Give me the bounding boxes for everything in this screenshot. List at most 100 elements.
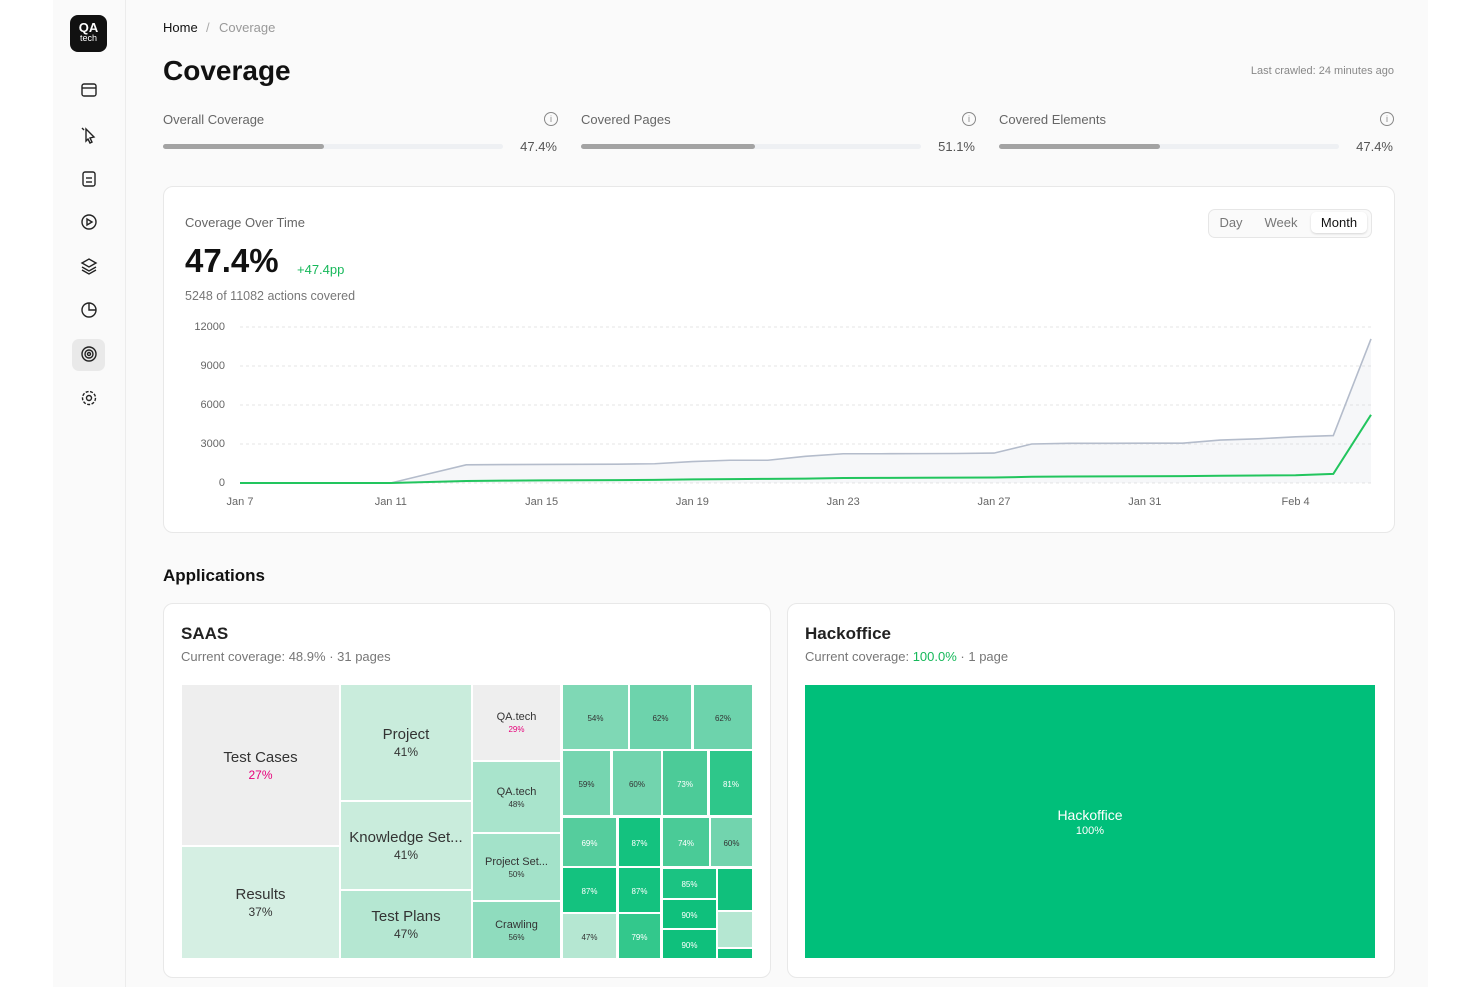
treemap-cell[interactable]: 74% <box>663 818 709 866</box>
cell-coverage: 85% <box>681 880 698 889</box>
cell-coverage: 81% <box>722 779 739 789</box>
treemap-cell[interactable]: Knowledge Set... 41% <box>341 802 471 889</box>
page-count: · 31 pages <box>329 649 391 664</box>
x-tick-label: Jan 15 <box>525 496 558 508</box>
cell-name: Results <box>235 886 286 903</box>
treemap-cell[interactable]: 69% <box>563 818 616 866</box>
treemap-cell[interactable]: Test Cases 27% <box>182 685 339 845</box>
headline: 47.4% <box>185 242 279 279</box>
cell-coverage: 29% <box>508 725 525 734</box>
cell-coverage: 90% <box>681 910 698 920</box>
cell-coverage: 37% <box>248 905 273 919</box>
nav-target[interactable] <box>81 346 97 362</box>
cell-name: Hackoffice <box>1057 806 1123 823</box>
cell-coverage: 73% <box>676 779 693 789</box>
cell-coverage: 100% <box>1075 824 1105 837</box>
coverage-value: 100.0% <box>912 649 957 664</box>
cell-coverage: 54% <box>587 713 604 723</box>
treemap-cell[interactable]: 90% <box>663 900 716 928</box>
cell-coverage: 47% <box>581 932 598 942</box>
treemap-cell[interactable]: 73% <box>663 751 707 815</box>
cell-name: QA.tech <box>496 711 537 723</box>
cell-coverage: 60% <box>723 838 740 848</box>
cell-coverage: 90% <box>681 940 698 950</box>
x-tick-label: Jan 27 <box>977 496 1010 508</box>
x-tick-label: Jan 31 <box>1128 496 1161 508</box>
coverage-value: 48.9% <box>288 649 326 664</box>
cell-coverage: 41% <box>393 848 419 862</box>
cell-coverage: 48% <box>508 799 525 809</box>
metric-value: 47.4% <box>1356 139 1393 154</box>
chart-subtitle: 5248 of 11082 actions covered <box>185 289 356 303</box>
nav-layers[interactable] <box>80 258 98 275</box>
change: +47.4pp <box>297 262 345 277</box>
treemap-cell[interactable]: 47% <box>563 914 616 958</box>
cell-coverage: 47% <box>393 927 419 941</box>
nav-play[interactable] <box>81 214 97 230</box>
treemap-cell[interactable]: 85% <box>663 869 716 898</box>
y-tick-label: 3000 <box>201 438 225 450</box>
line <box>240 414 1372 484</box>
cell-name: Project <box>382 726 430 743</box>
y-tick-label: 6000 <box>201 399 225 411</box>
cell-name: Project Set... <box>485 855 548 868</box>
treemap-cell[interactable]: 62% <box>630 685 691 749</box>
cell-coverage: 50% <box>508 869 525 879</box>
cell-coverage: 60% <box>628 779 645 789</box>
cell-name: Test Plans <box>371 908 441 925</box>
info-icon[interactable]: i <box>544 112 558 126</box>
treemap-cell[interactable]: 87% <box>619 868 660 912</box>
treemap-cell[interactable]: 79% <box>619 914 660 958</box>
treemap-cell[interactable]: 54% <box>563 685 628 749</box>
nav-settings[interactable] <box>81 390 97 406</box>
cell-coverage: 87% <box>631 838 648 848</box>
treemap-cell[interactable]: Hackoffice 100% <box>805 685 1375 958</box>
nav-browser[interactable] <box>81 83 97 97</box>
nav-clipboard[interactable] <box>82 171 96 187</box>
treemap-cell[interactable] <box>718 949 752 958</box>
info-icon[interactable]: i <box>1380 112 1394 126</box>
treemap-cell[interactable]: QA.tech 29% <box>473 685 560 760</box>
logo-subtext: tech <box>79 33 97 43</box>
app-name: Hackoffice <box>805 624 891 643</box>
treemap-cell[interactable]: Test Plans 47% <box>341 891 471 958</box>
nav-click[interactable] <box>81 127 96 144</box>
nav-pie[interactable] <box>81 302 97 318</box>
treemap-cell[interactable] <box>718 869 752 910</box>
treemap-cell[interactable]: Project 41% <box>341 685 471 800</box>
range-option[interactable]: Month <box>1311 212 1367 233</box>
treemap-cell[interactable]: 90% <box>663 930 716 958</box>
progress-track <box>999 144 1339 149</box>
y-tick-label: 0 <box>219 477 225 489</box>
area <box>240 338 1371 483</box>
treemap-cell[interactable]: 62% <box>694 685 752 749</box>
treemap-cell[interactable]: Results 37% <box>182 847 339 958</box>
treemap-cell[interactable]: Project Set... 50% <box>473 834 560 900</box>
cell-name: Crawling <box>495 918 538 931</box>
range-option[interactable]: Day <box>1219 215 1243 230</box>
metric-label: Covered Elements <box>999 112 1106 127</box>
logo[interactable]: QA tech <box>70 15 107 52</box>
x-tick-label: Jan 7 <box>227 496 254 508</box>
treemap-cell[interactable]: QA.tech 48% <box>473 762 560 832</box>
treemap-cell[interactable]: 87% <box>619 818 660 866</box>
breadcrumb-current: Coverage <box>219 20 276 35</box>
breadcrumb-separator: / <box>206 20 210 35</box>
range-option[interactable]: Week <box>1264 215 1298 230</box>
cell-coverage: 62% <box>714 713 731 723</box>
treemap-cell[interactable]: 59% <box>563 751 610 815</box>
treemap-cell[interactable] <box>718 912 752 947</box>
progress-fill <box>581 144 755 149</box>
metric-label: Covered Pages <box>581 112 671 127</box>
treemap-cell[interactable]: 60% <box>711 818 752 866</box>
y-tick-label: 9000 <box>201 360 225 372</box>
app-coverage: Current coverage: 100.0% · 1 page <box>805 649 1008 664</box>
treemap-cell[interactable]: 87% <box>563 868 616 912</box>
info-icon[interactable]: i <box>962 112 976 126</box>
treemap-cell[interactable]: 60% <box>613 751 661 815</box>
treemap-cell[interactable]: 81% <box>710 751 752 815</box>
breadcrumb-home[interactable]: Home <box>163 20 198 35</box>
cell-name: Test Cases <box>223 748 298 766</box>
treemap-cell[interactable]: Crawling 56% <box>473 902 560 958</box>
coverage-label: Current coverage: <box>805 649 910 664</box>
